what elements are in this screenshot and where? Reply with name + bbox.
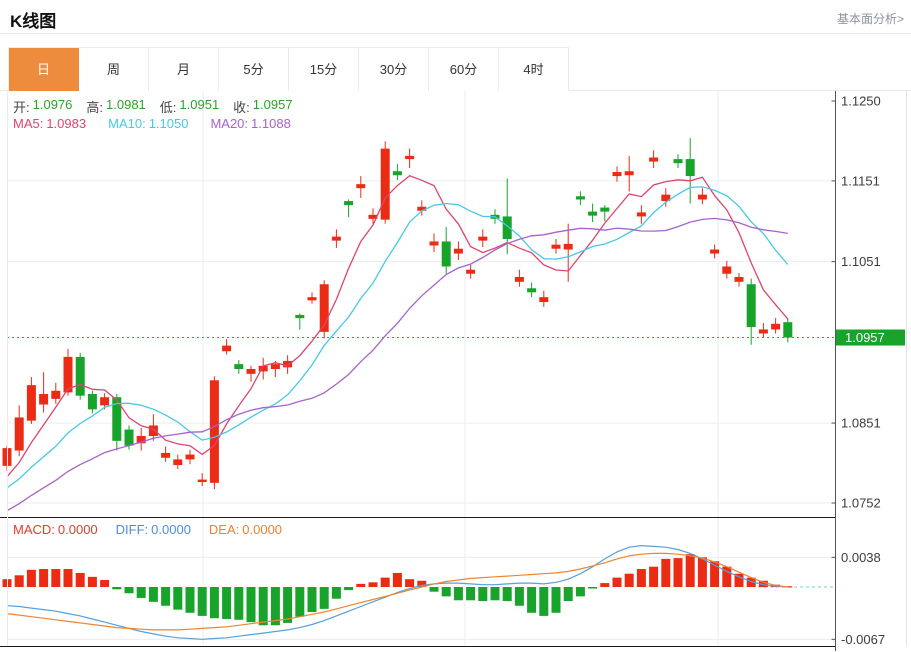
ma10-value: 1.1050 [148,116,189,131]
dea-label: DEA: [208,522,240,537]
header-divider [0,33,911,34]
fundamental-analysis-link[interactable]: 基本面分析> [836,12,904,26]
high-label: 高: [86,100,104,115]
tab-month[interactable]: 月 [149,48,219,91]
close-label: 收: [233,100,250,115]
close-value: 1.0957 [252,97,293,112]
tab-15min[interactable]: 15分 [289,48,359,91]
ohlc-legend: 开: 1.0976 高: 1.0981 低: 1.0951 收: 1.0957 [13,97,293,116]
high-value: 1.0981 [106,97,146,112]
tab-5min[interactable]: 5分 [219,48,289,91]
dea-value: 0.0000 [242,522,283,537]
macd-label: MACD: [13,522,55,537]
tab-60min[interactable]: 60分 [429,48,499,91]
macd-legend: MACD: 0.0000 DIFF: 0.0000 DEA: 0.0000 [13,522,282,537]
tab-4hour[interactable]: 4时 [499,48,569,91]
page-title: K线图 [10,12,57,31]
ma-legend: MA5: 1.0983 MA10: 1.1050 MA20: 1.1088 [13,116,291,131]
svg-text:1.1151: 1.1151 [841,173,880,188]
low-value: 1.0951 [179,97,220,112]
ma5-value: 1.0983 [46,116,87,131]
svg-text:1.1051: 1.1051 [841,254,881,269]
ma5-label: MA5: [13,116,44,131]
interval-tabs: 日 周 月 5分 15分 30分 60分 4时 [8,47,569,91]
ma20-label: MA20: [210,116,249,131]
open-label: 开: [13,100,30,115]
svg-text:-0.0067: -0.0067 [841,632,885,647]
low-label: 低: [159,100,177,115]
ma20-value: 1.1088 [251,116,291,131]
tab-30min[interactable]: 30分 [359,48,429,91]
tab-week[interactable]: 周 [79,48,149,91]
macd-value: 0.0000 [57,522,98,537]
svg-text:0.0038: 0.0038 [841,550,881,565]
svg-text:1.0957: 1.0957 [845,330,885,345]
svg-text:1.1250: 1.1250 [841,94,881,109]
ma10-label: MA10: [108,116,146,131]
svg-text:1.0752: 1.0752 [841,496,881,511]
svg-text:1.0851: 1.0851 [841,416,881,431]
diff-value: 0.0000 [151,522,191,537]
diff-label: DIFF: [115,522,149,537]
tab-day[interactable]: 日 [9,48,79,91]
open-value: 1.0976 [32,97,73,112]
